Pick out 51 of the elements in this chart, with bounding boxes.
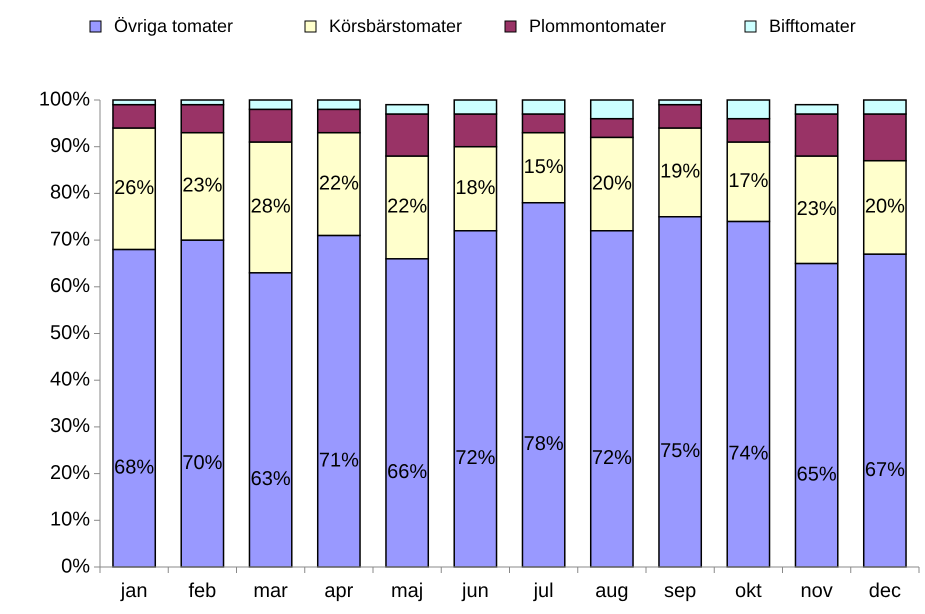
data-label: 23% xyxy=(182,174,223,197)
data-label: 15% xyxy=(524,156,564,178)
y-tick-label: 100% xyxy=(38,88,90,110)
data-label: 20% xyxy=(592,172,632,194)
data-label: 74% xyxy=(728,442,769,464)
data-label: 26% xyxy=(114,177,154,200)
data-label: 75% xyxy=(660,440,700,462)
y-tick-label: 90% xyxy=(50,134,90,157)
data-label: 78% xyxy=(524,433,564,456)
data-label: 18% xyxy=(455,177,496,200)
x-tick-label: maj xyxy=(391,580,424,602)
y-tick-label: 70% xyxy=(50,228,90,250)
x-tick-label: nov xyxy=(800,580,833,602)
data-label: 22% xyxy=(387,196,428,218)
x-tick-label: okt xyxy=(735,580,762,602)
x-tick-label: dec xyxy=(868,580,901,602)
x-tick-label: jan xyxy=(120,580,148,602)
legend-label: Plommontomater xyxy=(529,16,666,36)
x-tick-label: feb xyxy=(188,580,216,602)
y-tick-label: 10% xyxy=(50,508,90,531)
data-label: 65% xyxy=(796,464,837,486)
data-label: 23% xyxy=(796,198,837,220)
x-tick-label: jun xyxy=(461,580,489,602)
data-label: 17% xyxy=(728,170,769,192)
data-label: 28% xyxy=(250,196,291,218)
data-label: 70% xyxy=(182,452,223,474)
x-tick-label: sep xyxy=(664,580,696,602)
y-tick-label: 50% xyxy=(50,322,90,344)
y-tick-label: 20% xyxy=(50,462,90,484)
data-label: 19% xyxy=(660,160,700,183)
x-tick-label: aug xyxy=(595,580,629,602)
data-label: 20% xyxy=(864,196,906,218)
y-tick-label: 80% xyxy=(50,182,90,204)
x-tick-label: mar xyxy=(253,580,288,602)
x-tick-label: apr xyxy=(324,580,354,602)
x-tick-label: jul xyxy=(532,580,554,602)
data-label: 67% xyxy=(864,458,906,481)
data-label: 72% xyxy=(592,447,632,470)
data-label: 22% xyxy=(318,172,360,194)
legend-label: Körsbärstomater xyxy=(329,16,462,36)
data-label: 72% xyxy=(455,447,496,470)
data-label: 68% xyxy=(114,456,154,478)
legend-label: Bifftomater xyxy=(769,16,856,36)
data-label: 71% xyxy=(318,449,360,472)
data-label: 63% xyxy=(250,468,291,490)
y-tick-label: 60% xyxy=(50,275,90,298)
legend-label: Övriga tomater xyxy=(114,16,234,36)
y-tick-label: 30% xyxy=(50,415,90,438)
data-label: 66% xyxy=(387,461,428,484)
y-tick-label: 0% xyxy=(61,555,90,578)
y-tick-label: 40% xyxy=(50,368,90,390)
